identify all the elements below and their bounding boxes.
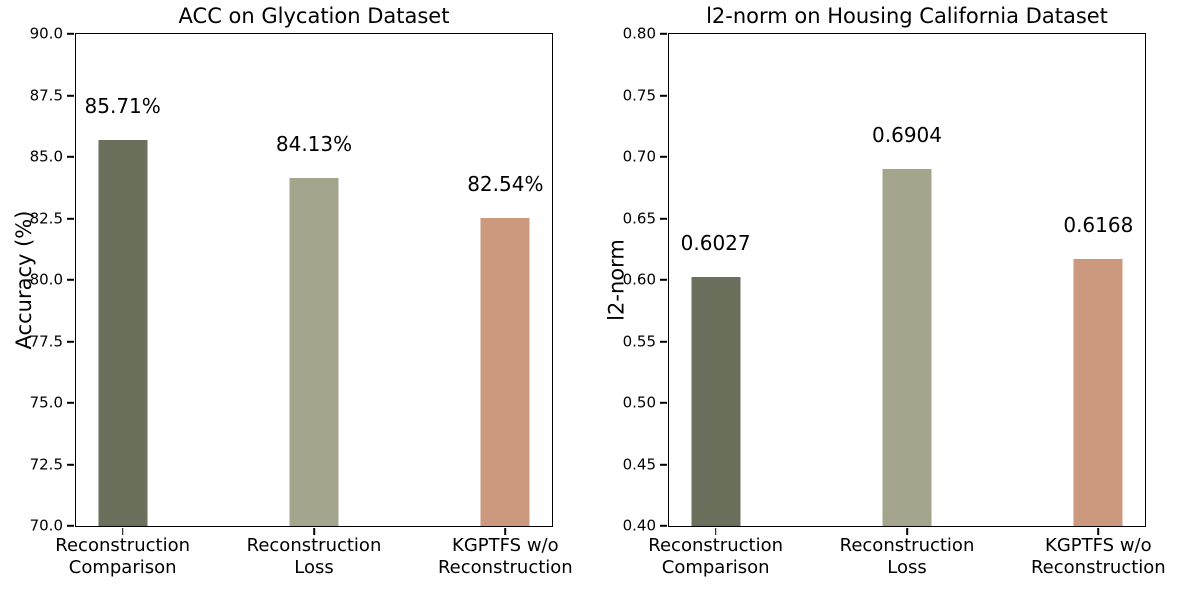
x-tick-mark [313,528,315,535]
left-chart-title: ACC on Glycation Dataset [178,3,450,28]
y-tick-label: 80.0 [29,270,63,289]
bar-value-label: 82.54% [467,171,544,196]
y-tick-label: 0.65 [622,209,656,227]
y-tick-label: 0.55 [622,332,656,350]
y-tick-mark [660,156,667,158]
y-tick-mark [67,525,74,527]
y-tick-mark [67,156,74,158]
y-tick-mark [67,402,74,404]
y-tick-label: 0.80 [622,24,656,43]
x-tick-label: Reconstruction Comparison [55,535,190,578]
bar [1073,259,1123,526]
y-tick-label: 87.5 [29,86,63,104]
x-tick-label: Reconstruction Comparison [648,535,783,578]
x-tick-mark [906,528,908,535]
x-tick-label: KGPTFS w/o Reconstruction [437,535,573,578]
y-tick-mark [660,402,667,404]
bar-value-label: 0.6027 [680,230,751,255]
x-tick-label: Reconstruction Loss [246,535,382,578]
y-tick-mark [660,94,667,97]
x-tick-label: Reconstruction Loss [839,535,975,578]
y-tick-mark [67,279,74,281]
x-tick-mark [1097,528,1100,535]
bar-value-label: 85.71% [84,93,161,118]
x-tick-label: KGPTFS w/o Reconstruction [1030,535,1166,578]
y-tick-label: 70.0 [29,516,63,535]
y-tick-label: 0.75 [622,86,656,104]
bar [289,178,339,526]
right-plot-area: l2-norm on Housing California Dataset l2… [605,4,1166,578]
bar-value-label: 84.13% [275,132,353,157]
y-tick-mark [660,279,667,281]
right-chart-title: l2-norm on Housing California Dataset [706,3,1108,28]
y-tick-label: 0.45 [622,455,656,473]
y-tick-label: 0.60 [622,270,656,289]
y-tick-mark [67,94,74,97]
bar [480,217,530,526]
bar [98,139,148,526]
y-tick-label: 0.50 [622,393,656,412]
left-plot-area: ACC on Glycation Dataset Accuracy (%) 70… [12,4,573,578]
y-tick-label: 90.0 [29,24,63,43]
y-tick-label: 72.5 [29,455,63,473]
y-tick-label: 77.5 [29,332,63,350]
y-tick-mark [67,33,74,35]
y-tick-label: 0.40 [622,516,656,535]
y-tick-mark [660,340,667,343]
y-tick-mark [67,217,74,220]
y-tick-mark [660,525,667,527]
x-tick-mark [121,528,124,535]
bar-value-label: 0.6904 [872,122,942,147]
y-tick-mark [660,463,667,466]
y-tick-mark [660,217,667,220]
y-tick-label: 0.70 [622,147,656,166]
bar [882,168,932,526]
y-tick-label: 82.5 [29,209,63,227]
y-tick-mark [660,33,667,35]
bar [691,276,741,526]
y-tick-mark [67,463,74,466]
y-tick-mark [67,340,74,343]
y-tick-label: 85.0 [29,147,63,166]
x-tick-mark [714,528,717,535]
x-tick-mark [504,528,507,535]
bar-value-label: 0.6168 [1063,213,1134,238]
y-tick-label: 75.0 [29,393,63,412]
